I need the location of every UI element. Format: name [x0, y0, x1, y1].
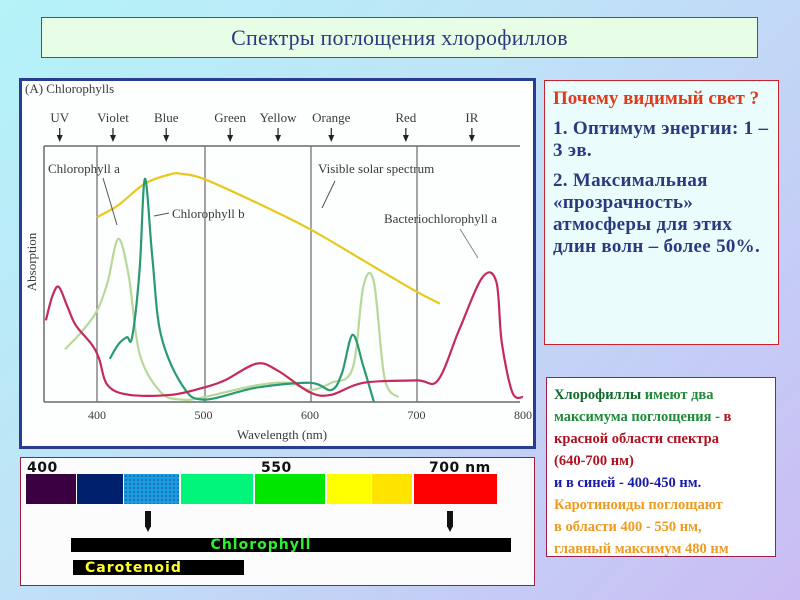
region-label-orange: Orange [312, 110, 351, 142]
x-tick-700: 700 [408, 408, 426, 422]
spectrum-band-2 [77, 474, 123, 504]
region-label-green: Green [214, 110, 246, 142]
slide-title-box: Спектры поглощения хлорофиллов [41, 17, 758, 58]
info-point-1: 1. Оптимум энергии: 1 – 3 эв. [553, 118, 769, 161]
note-line-7: в области 400 - 550 нм, [554, 519, 702, 535]
carotenoid-bar: Carotenoid [73, 559, 244, 576]
annotation-leader-chlorophyll-b [153, 212, 170, 217]
svg-text:Yellow: Yellow [260, 110, 298, 125]
series-chlorophyll-b [108, 177, 375, 403]
arrow-down-icon [328, 135, 335, 142]
arrow-down-icon [402, 135, 409, 142]
x-tick-500: 500 [195, 408, 213, 422]
svg-text:IR: IR [465, 110, 478, 125]
x-tick-800: 800 [514, 408, 532, 422]
chart-annotations: Chlorophyll a Chlorophyll b Visible sola… [48, 161, 497, 259]
chlorophyll-bar-label: Chlorophyll [210, 537, 312, 553]
region-label-uv: UV [50, 110, 70, 142]
info-point-2: 2. Максимальная «прозрачность» атмосферы… [553, 170, 761, 257]
note-text-red-start: в [723, 409, 732, 425]
absorption-note-box: Хлорофиллы имеют два максимума поглощени… [546, 377, 776, 557]
note-chlorophylls-word: Хлорофиллы [554, 387, 642, 403]
chart-title: (A) Chlorophylls [25, 81, 114, 96]
note-line-8: главный максимум 480 нм [554, 541, 729, 557]
spectrum-band-8 [414, 474, 497, 504]
carotenoid-bar-label: Carotenoid [85, 559, 182, 576]
annotation-leader-bacteriochlorophyll-a [459, 228, 479, 259]
absorption-chart: (A) Chlorophylls UV Violet Blue Green Yellow… [24, 81, 532, 442]
svg-text:Orange: Orange [312, 110, 350, 125]
why-visible-light-box: Почему видимый свет ? 1. Оптимум энергии… [544, 80, 779, 345]
note-line-1: Хлорофиллы имеют два [554, 384, 769, 406]
annotation-bacteriochlorophyll-a: Bacteriochlorophyll a [384, 211, 497, 226]
series-chlorophyll-a [64, 237, 400, 401]
arrow-down-icon [227, 135, 234, 142]
color-region-labels: UV Violet Blue Green Yellow Orange Red IR [50, 110, 479, 142]
annotation-leader-solar [321, 180, 336, 209]
chart-series [44, 171, 524, 403]
note-text-green: имеют два [644, 387, 714, 403]
note-line-6: Каротиноиды поглощают [554, 497, 723, 513]
svg-text:Violet: Violet [97, 110, 129, 125]
spectrum-band-1 [26, 474, 76, 504]
annotation-leader-chlorophyll-a [102, 177, 118, 226]
svg-text:Red: Red [395, 110, 416, 125]
series-visible-solar-spectrum [96, 171, 441, 305]
arrow-down-icon [109, 135, 116, 142]
x-axis-label: Wavelength (nm) [237, 427, 327, 442]
region-label-blue: Blue [154, 110, 179, 142]
arrow-down-icon [447, 511, 453, 532]
chlorophyll-bar: Chlorophyll [71, 537, 511, 553]
note-text-green-2: максимума поглощения - [554, 409, 720, 425]
annotation-chlorophyll-b: Chlorophyll b [172, 206, 245, 221]
svg-text:UV: UV [50, 110, 69, 125]
annotation-visible-solar-spectrum: Visible solar spectrum [318, 161, 434, 176]
arrow-down-icon [145, 511, 151, 532]
region-label-yellow: Yellow [260, 110, 298, 142]
absorption-chart-panel: (A) Chlorophylls UV Violet Blue Green Yellow… [19, 78, 536, 449]
arrow-down-icon [275, 135, 282, 142]
svg-text:Blue: Blue [154, 110, 179, 125]
arrow-down-icon [163, 135, 170, 142]
spectrum-label-400: 400 [27, 460, 58, 476]
series-bacteriochlorophyll-a [44, 271, 524, 400]
region-label-violet: Violet [97, 110, 129, 142]
y-axis-label: Absorption [24, 232, 39, 291]
arrow-down-icon [468, 135, 475, 142]
info-question: Почему видимый свет ? [553, 88, 760, 109]
spectrum-band-3 [124, 474, 179, 504]
note-line-2: максимума поглощения - в [554, 406, 769, 428]
region-label-ir: IR [465, 110, 479, 142]
slide-title: Спектры поглощения хлорофиллов [231, 24, 568, 50]
annotation-chlorophyll-a: Chlorophyll a [48, 161, 120, 176]
spectrum-band-6 [327, 474, 371, 504]
note-line-4: (640-700 нм) [554, 453, 634, 469]
svg-text:Green: Green [214, 110, 246, 125]
spectrum-band-7 [372, 474, 412, 504]
arrow-down-icon [56, 135, 63, 142]
pigment-spectrum-panel: 400 550 700 nm Chlorophyll Carotenoid [20, 457, 535, 586]
x-tick-labels: 400 500 600 700 800 [88, 408, 532, 422]
spectrum-label-700: 700 nm [429, 460, 491, 476]
x-tick-400: 400 [88, 408, 106, 422]
note-line-5: и в синей - 400-450 нм. [554, 475, 702, 491]
x-tick-600: 600 [301, 408, 319, 422]
region-label-red: Red [395, 110, 417, 142]
spectrum-band-5 [255, 474, 325, 504]
spectrum-band-4 [181, 474, 253, 504]
spectrum-label-550: 550 [261, 460, 292, 476]
note-line-3: красной области спектра [554, 431, 719, 447]
